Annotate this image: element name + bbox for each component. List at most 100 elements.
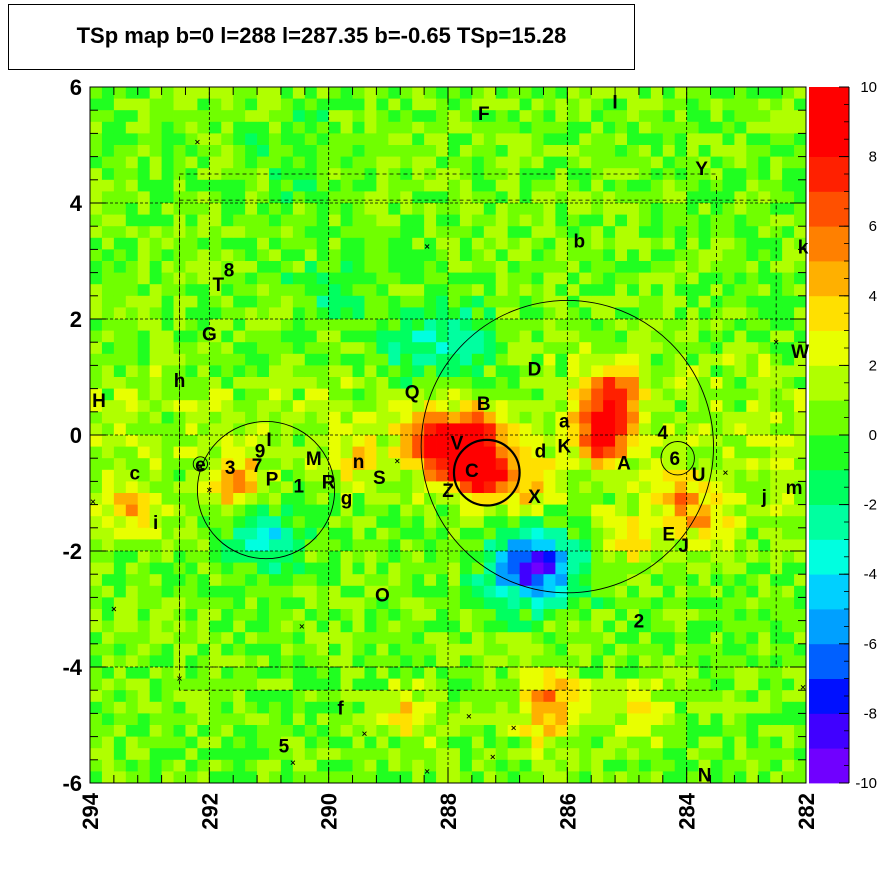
colorbar-swatch (809, 156, 849, 192)
heatmap-cell (519, 121, 532, 134)
heatmap-cell (316, 133, 330, 146)
heatmap-cell (519, 551, 532, 563)
heatmap-cell (233, 272, 246, 285)
heatmap-cell (519, 87, 532, 99)
heatmap-cell (603, 446, 616, 459)
heatmap-cell (471, 632, 485, 645)
heatmap-cell (304, 435, 318, 447)
colorbar-swatch (809, 121, 849, 157)
heatmap-cell (746, 725, 759, 737)
heatmap-cell (555, 145, 568, 157)
heatmap-cell (364, 179, 377, 192)
heatmap-cell (495, 539, 509, 552)
heatmap-cell (233, 609, 246, 621)
heatmap-cell (292, 539, 306, 552)
heatmap-cell (722, 226, 735, 239)
heatmap-cell (650, 620, 664, 633)
heatmap-cell (388, 237, 401, 250)
heatmap-cell (113, 620, 127, 633)
heatmap-cell (650, 423, 664, 436)
heatmap-cell (161, 133, 174, 146)
heatmap-cell (376, 319, 389, 331)
heatmap-cell (90, 319, 103, 331)
heatmap-cell (424, 330, 437, 343)
heatmap-cell (209, 237, 222, 250)
heatmap-cell (591, 121, 604, 134)
heatmap-cell (591, 98, 604, 111)
heatmap-cell (698, 249, 711, 262)
heatmap-cell (686, 261, 699, 273)
heatmap-cell (722, 435, 735, 447)
heatmap-cell (746, 493, 759, 505)
heatmap-cell (280, 771, 294, 783)
heatmap-cell (125, 574, 139, 587)
heatmap-cell (161, 191, 174, 204)
heatmap-cell (280, 574, 294, 587)
heatmap-cell (209, 748, 222, 761)
heatmap-cell (531, 98, 544, 111)
heatmap-cell (603, 736, 616, 749)
heatmap-cell (125, 249, 139, 262)
heatmap-cell (770, 87, 783, 99)
heatmap-cell (90, 98, 103, 111)
heatmap-cell (662, 237, 676, 250)
heatmap-cell (257, 701, 270, 714)
heatmap-cell (555, 771, 568, 783)
heatmap-cell (483, 110, 497, 123)
position-marker (466, 713, 472, 719)
heatmap-cell (233, 400, 246, 413)
heatmap-cell (507, 690, 520, 703)
heatmap-cell (794, 261, 806, 273)
heatmap-cell (173, 307, 186, 320)
heatmap-cell (113, 249, 127, 262)
heatmap-cell (710, 168, 723, 181)
heatmap-cell (603, 307, 616, 320)
heatmap-cell (364, 342, 377, 355)
heatmap-cell (197, 179, 210, 192)
heatmap-cell (794, 179, 806, 192)
heatmap-cell (233, 353, 246, 366)
heatmap-cell (388, 133, 401, 146)
heatmap-cell (627, 353, 640, 366)
heatmap-cell (722, 609, 735, 621)
heatmap-cell (197, 632, 210, 645)
heatmap-cell (591, 736, 604, 749)
source-label: c (129, 464, 140, 485)
heatmap-cell (364, 701, 377, 714)
heatmap-cell (603, 643, 616, 656)
heatmap-cell (531, 411, 544, 424)
heatmap-cell (507, 156, 520, 169)
heatmap-cell (90, 133, 103, 146)
heatmap-cell (245, 110, 258, 123)
heatmap-cell (209, 667, 222, 679)
heatmap-cell (543, 539, 556, 552)
heatmap-cell (531, 458, 544, 471)
heatmap-cell (304, 469, 318, 482)
heatmap-cell (746, 736, 759, 749)
position-marker (177, 676, 182, 681)
heatmap-cell (615, 725, 628, 737)
heatmap-cell (686, 319, 699, 331)
heatmap-cell (149, 458, 162, 471)
heatmap-cell (746, 713, 759, 726)
heatmap-cell (519, 249, 532, 262)
heatmap-cell (567, 771, 580, 783)
heatmap-cell (221, 179, 234, 192)
heatmap-cell (304, 249, 318, 262)
heatmap-cell (328, 423, 341, 436)
heatmap-cell (245, 319, 258, 331)
heatmap-cell (579, 249, 592, 262)
heatmap-cell (579, 272, 592, 285)
heatmap-cell (591, 713, 604, 726)
heatmap-cell (567, 527, 580, 540)
heatmap-cell (269, 168, 282, 181)
heatmap-cell (269, 643, 282, 656)
heatmap-cell (185, 469, 198, 482)
heatmap-cell (758, 145, 771, 157)
heatmap-cell (340, 632, 353, 645)
heatmap-cell (101, 411, 115, 424)
source-label: 8 (224, 261, 235, 282)
heatmap-cell (316, 771, 330, 783)
heatmap-cell (352, 121, 365, 134)
heatmap-cell (483, 203, 497, 215)
